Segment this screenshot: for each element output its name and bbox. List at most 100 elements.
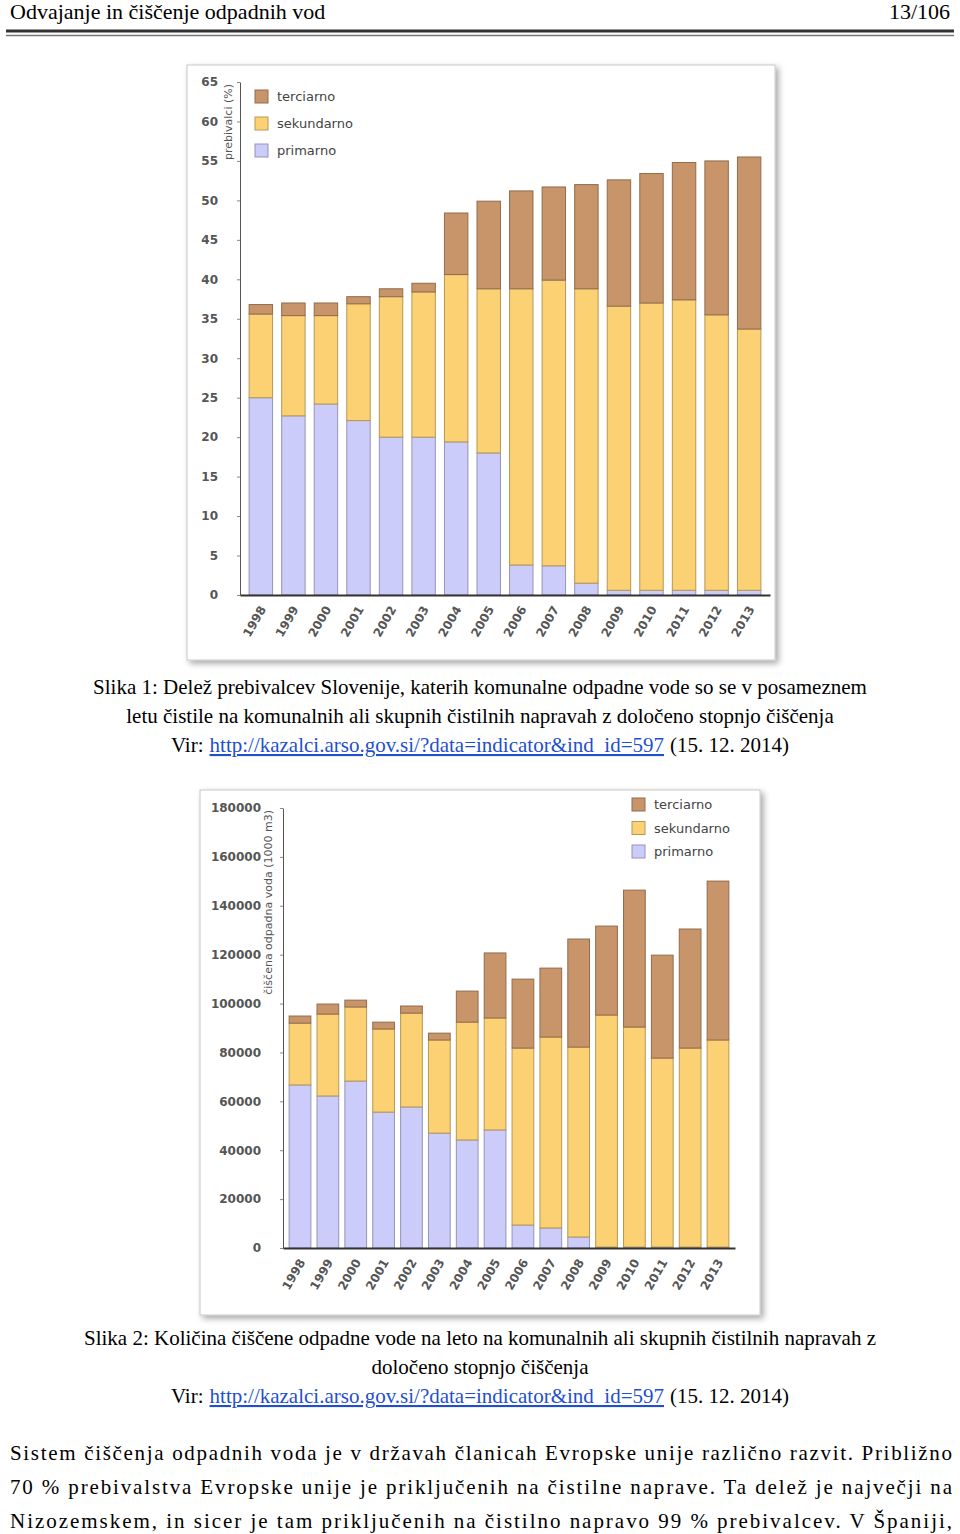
y-tick-mark bbox=[237, 121, 240, 122]
x-tick-label: 2010 bbox=[631, 604, 660, 640]
y-tick-label: 140000 bbox=[211, 899, 261, 913]
bar bbox=[249, 314, 272, 398]
chart-frame bbox=[187, 65, 775, 660]
x-tick: 1999 bbox=[273, 595, 302, 640]
x-tick-label: 2013 bbox=[697, 1257, 726, 1293]
legend-label: primarno bbox=[654, 844, 713, 859]
figure-caption: Slika 1: Delež prebivalcev Slovenije, ka… bbox=[93, 675, 867, 757]
bar bbox=[444, 213, 467, 275]
x-tick-label: 2004 bbox=[436, 604, 465, 640]
series bbox=[249, 157, 761, 329]
source-label: Vir: bbox=[171, 1384, 204, 1408]
y-tick-mark bbox=[237, 240, 240, 241]
y-tick-mark bbox=[237, 161, 240, 162]
bar bbox=[568, 1047, 590, 1237]
y-tick-label: 55 bbox=[201, 154, 218, 168]
bar bbox=[347, 304, 370, 421]
bar bbox=[347, 297, 370, 304]
x-tick: 2013 bbox=[729, 595, 758, 640]
bar bbox=[575, 583, 598, 595]
y-tick-mark bbox=[280, 955, 283, 956]
bar bbox=[456, 991, 478, 1022]
axis-line bbox=[283, 809, 284, 1249]
x-tick-label: 2004 bbox=[447, 1257, 476, 1293]
bar bbox=[282, 416, 305, 595]
y-tick-label: 60 bbox=[201, 115, 218, 129]
bar bbox=[282, 316, 305, 416]
legend-item: sekundarno bbox=[632, 821, 730, 836]
x-tick: 2006 bbox=[501, 595, 530, 640]
y-tick-label: 10 bbox=[201, 509, 218, 523]
bar bbox=[484, 1130, 506, 1248]
y-tick-mark bbox=[237, 82, 240, 83]
page: Odvajanje in čiščenje odpadnih vod13/106… bbox=[0, 0, 960, 1534]
x-tick-label: 2007 bbox=[530, 1257, 559, 1293]
x-tick-label: 2012 bbox=[696, 604, 725, 640]
x-tick: 2001 bbox=[338, 595, 367, 640]
series bbox=[289, 881, 729, 1058]
y-tick-label: 50 bbox=[201, 194, 218, 208]
y-tick-label: 45 bbox=[201, 233, 218, 247]
x-tick: 2010 bbox=[614, 1248, 643, 1293]
bar bbox=[707, 881, 729, 1040]
y-tick-label: 30 bbox=[201, 352, 218, 366]
legend-swatch bbox=[632, 798, 645, 811]
x-tick: 2004 bbox=[447, 1248, 476, 1293]
bar bbox=[512, 979, 534, 1048]
bar bbox=[512, 1048, 534, 1225]
x-tick-label: 2009 bbox=[586, 1257, 615, 1293]
bar bbox=[542, 280, 565, 566]
bar bbox=[540, 968, 562, 1037]
y-axis-title: prebivalci (%) bbox=[222, 84, 235, 160]
y-tick-mark bbox=[237, 595, 240, 596]
caption-source: Vir:http://kazalci.arso.gov.si/?data=ind… bbox=[171, 1384, 789, 1408]
caption-line: letu čistile na komunalnih ali skupnih č… bbox=[126, 704, 834, 728]
bar bbox=[542, 187, 565, 280]
y-tick: 35 bbox=[201, 312, 240, 326]
x-tick-label: 2006 bbox=[502, 1257, 531, 1293]
source-link[interactable]: http://kazalci.arso.gov.si/?data=indicat… bbox=[210, 733, 664, 757]
x-tick: 2000 bbox=[305, 595, 334, 640]
bar bbox=[444, 275, 467, 442]
y-tick-label: 0 bbox=[253, 1241, 261, 1255]
header-rule bbox=[6, 30, 954, 33]
x-tick-label: 2002 bbox=[391, 1257, 420, 1293]
bar bbox=[624, 890, 646, 1027]
legend-label: sekundarno bbox=[654, 821, 730, 836]
y-tick: 100000 bbox=[211, 997, 283, 1011]
x-tick-label: 2003 bbox=[403, 604, 432, 640]
source-link[interactable]: http://kazalci.arso.gov.si/?data=indicat… bbox=[210, 1384, 664, 1408]
bar bbox=[510, 191, 533, 289]
bar bbox=[314, 316, 337, 404]
x-tick: 2006 bbox=[502, 1248, 531, 1293]
bar bbox=[345, 1081, 367, 1248]
bar bbox=[737, 157, 760, 329]
bar bbox=[640, 303, 663, 590]
x-tick-label: 2010 bbox=[614, 1257, 643, 1293]
x-tick: 2010 bbox=[631, 595, 660, 640]
header-title: Odvajanje in čiščenje odpadnih vod bbox=[10, 0, 325, 24]
bar bbox=[317, 1004, 339, 1014]
y-tick: 40000 bbox=[219, 1144, 283, 1158]
x-tick: 2002 bbox=[391, 1248, 420, 1293]
x-tick: 2013 bbox=[697, 1248, 726, 1293]
axis-line bbox=[241, 595, 771, 597]
bar bbox=[607, 180, 630, 306]
y-tick: 20 bbox=[201, 430, 240, 444]
y-tick-label: 80000 bbox=[219, 1046, 261, 1060]
y-tick: 15 bbox=[201, 470, 240, 484]
bar bbox=[249, 305, 272, 314]
legend-label: sekundarno bbox=[277, 116, 353, 131]
x-tick: 2004 bbox=[436, 595, 465, 640]
y-tick-mark bbox=[237, 398, 240, 399]
x-tick-label: 1998 bbox=[240, 604, 269, 640]
x-tick-label: 2007 bbox=[533, 604, 562, 640]
y-tick-mark bbox=[237, 279, 240, 280]
x-tick: 2007 bbox=[533, 595, 562, 640]
bar bbox=[679, 1048, 701, 1247]
bar bbox=[540, 1228, 562, 1248]
bar bbox=[289, 1016, 311, 1023]
y-tick: 5 bbox=[210, 549, 240, 563]
caption-line: določeno stopnjo čiščenja bbox=[372, 1355, 590, 1379]
bar bbox=[428, 1040, 450, 1133]
